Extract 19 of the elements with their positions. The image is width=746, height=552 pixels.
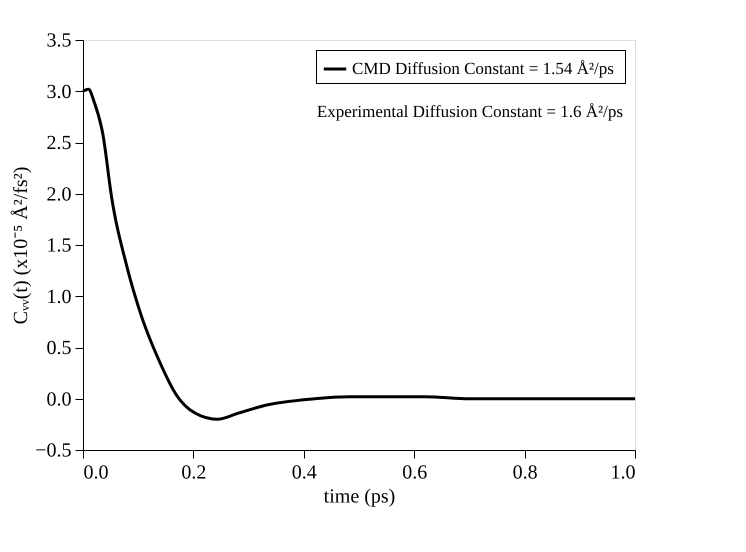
y-tick-label: 1.5: [46, 234, 72, 256]
x-tick-label: 1.0: [610, 462, 636, 484]
x-tick-label: 0.0: [84, 462, 108, 484]
y-tick-label: 3.0: [46, 80, 72, 103]
x-tick-label: 0.6: [402, 462, 428, 484]
y-tick-label: 0.5: [46, 337, 72, 359]
x-tick-label: 0.4: [292, 462, 317, 484]
legend-label: CMD Diffusion Constant = 1.54 Å²/ps: [352, 59, 614, 78]
x-axis-title: time (ps): [324, 486, 396, 508]
x-tick-label: 0.8: [512, 462, 538, 484]
y-axis-title: Cᵥᵥ(t) (x10⁻⁵ Å²/fs²): [10, 166, 32, 324]
x-tick-label: 0.2: [181, 462, 206, 484]
annotation: Experimental Diffusion Constant = 1.6 Å²/ps: [316, 102, 623, 121]
y-tick-label: 2.0: [46, 183, 72, 206]
y-tick-label: 2.5: [46, 132, 72, 154]
y-tick-label: 0.0: [46, 388, 72, 410]
y-tick-label: 3.5: [46, 30, 72, 52]
y-tick-label: 1.0: [46, 286, 72, 308]
y-tick-label: −0.5: [35, 440, 72, 462]
